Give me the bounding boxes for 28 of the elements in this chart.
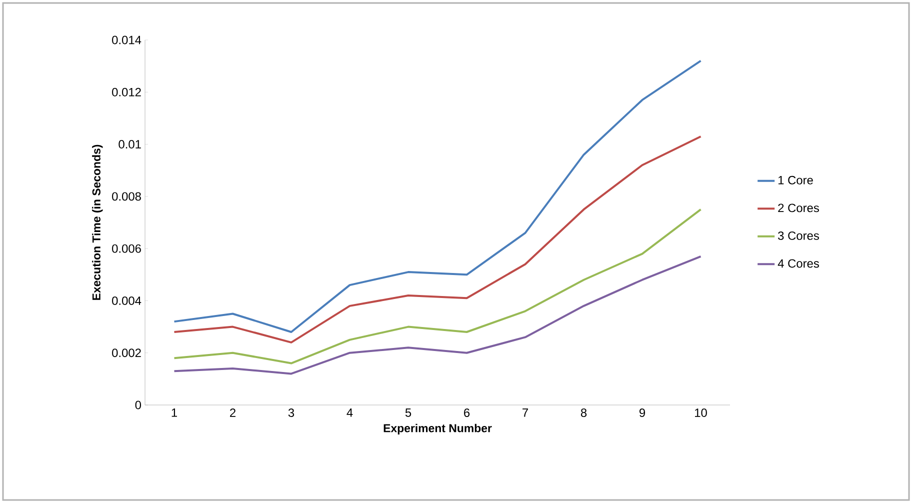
y-tick-label: 0.002	[112, 348, 141, 358]
y-tick-label: 0.01	[118, 140, 141, 149]
legend-label: 2 Cores	[778, 204, 819, 212]
line-series	[173, 255, 702, 375]
y-tick-label: 0	[135, 400, 142, 410]
legend-label: 1 Core	[778, 176, 813, 184]
y-tick-label: 0.014	[112, 36, 142, 44]
legend-label: 3 Cores	[778, 231, 819, 240]
line-series	[173, 60, 702, 333]
x-tick-label: 6	[464, 408, 470, 417]
x-tick-label: 3	[288, 408, 294, 417]
x-tick-label: 4	[346, 408, 353, 417]
line-series	[173, 208, 702, 364]
y-tick-label: 0.012	[112, 88, 141, 96]
x-tick-label: 1	[172, 408, 177, 417]
x-tick-label: 9	[639, 408, 646, 417]
x-tick-label: 5	[405, 408, 412, 417]
y-tick-label: 0.006	[112, 244, 141, 253]
legend-label: 4 Cores	[778, 259, 819, 268]
y-axis-title: Execution Time (in Seconds)	[92, 144, 103, 300]
x-axis-title: Experiment Number	[384, 424, 492, 434]
line-series	[173, 135, 702, 344]
y-tick-label: 0.008	[112, 192, 141, 201]
y-tick-label: 0.004	[112, 296, 142, 305]
x-tick-label: 7	[522, 408, 528, 417]
x-tick-label: 8	[580, 408, 587, 417]
x-tick-label: 10	[695, 408, 707, 417]
x-tick-label: 2	[230, 408, 236, 417]
